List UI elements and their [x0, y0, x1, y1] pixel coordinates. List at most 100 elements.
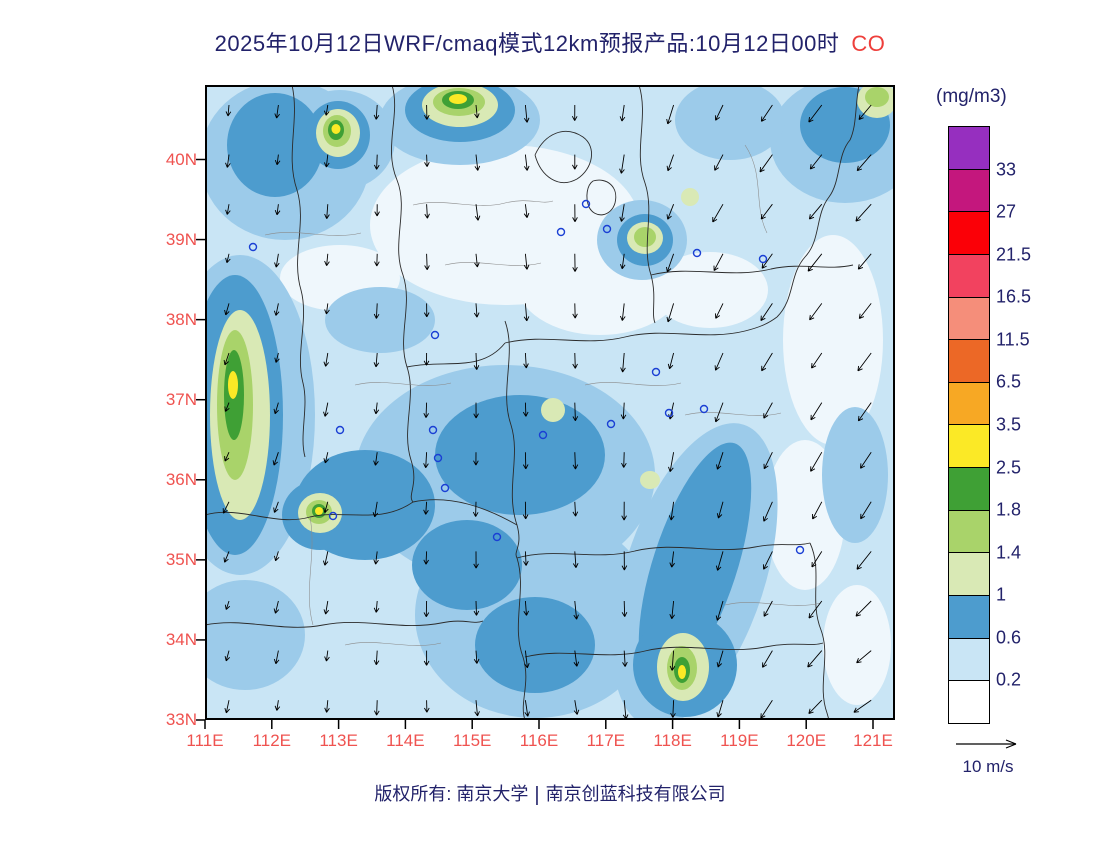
city-boundary — [744, 144, 768, 234]
wind-arrow — [373, 402, 380, 415]
wind-arrow — [474, 700, 480, 717]
city-marker — [328, 511, 338, 521]
wind-arrow — [810, 451, 823, 472]
wind-arrow — [760, 303, 773, 321]
wind-arrow — [807, 650, 823, 668]
wind-arrow — [715, 551, 724, 571]
wind-arrow — [523, 551, 529, 566]
lon-label: 113E — [319, 731, 358, 750]
lon-label: 115E — [452, 731, 492, 750]
wind-arrow — [812, 501, 823, 520]
concentration-blob — [325, 287, 435, 353]
city-marker — [440, 483, 450, 493]
wind-arrow — [856, 154, 872, 172]
colorbar-segment — [949, 296, 989, 340]
concentration-blob — [435, 395, 605, 515]
wind-arrow — [572, 303, 578, 319]
copyright-separator: | — [534, 784, 540, 806]
copyright-left: 版权所有: 南京大学 — [374, 784, 529, 804]
wind-arrow — [855, 600, 872, 617]
wind-arrow — [273, 600, 280, 614]
wind-arrow — [573, 700, 580, 715]
wind-arrow — [423, 650, 430, 666]
city-marker — [699, 404, 709, 414]
wind-arrow — [424, 154, 430, 167]
wind-arrow — [224, 303, 230, 316]
wind-arrow — [856, 650, 872, 664]
colorbar-segment — [949, 168, 989, 212]
wind-arrow — [572, 501, 579, 517]
wind-arrow — [667, 352, 675, 370]
wind-arrow — [857, 402, 872, 422]
wind-arrow — [323, 501, 329, 514]
wind-arrow — [423, 501, 429, 515]
wind-arrow — [522, 452, 529, 470]
wind-arrow — [857, 352, 872, 372]
colorbar — [948, 126, 990, 724]
province-boundary — [516, 557, 527, 720]
lat-label: 37N — [165, 389, 197, 409]
wind-arrow — [762, 650, 773, 668]
wind-arrow — [225, 154, 231, 168]
lon-label: 116E — [519, 731, 559, 750]
wind-arrow — [274, 253, 280, 268]
wind-arrow — [809, 303, 823, 321]
wind-arrow — [713, 253, 724, 271]
city-marker — [248, 242, 258, 252]
concentration-blob — [228, 371, 238, 399]
page-title: 2025年10月12日WRF/cmaq模式12km预报产品:10月12日00时 C… — [0, 26, 1100, 58]
lon-label: 121E — [853, 731, 893, 750]
wind-arrow — [808, 600, 823, 619]
wind-arrow — [522, 402, 529, 417]
lat-label: 34N — [165, 629, 197, 649]
wind-arrow — [523, 204, 530, 218]
wind-arrow — [423, 402, 429, 418]
city-marker — [492, 532, 502, 542]
wind-arrow — [572, 551, 579, 568]
wind-arrow — [424, 104, 430, 120]
wind-arrow — [373, 600, 380, 613]
wind-arrow — [571, 104, 578, 121]
colorbar-boundary-label: 21.5 — [996, 244, 1032, 265]
colorbar-boundary-label: 6.5 — [996, 371, 1022, 392]
colorbar-boundary-label: 27 — [996, 201, 1017, 222]
map-border — [205, 85, 895, 720]
colorbar-boundary-label: 1 — [996, 584, 1007, 605]
city-boundary — [412, 200, 554, 206]
wind-arrow — [372, 501, 379, 518]
wind-arrow — [373, 452, 379, 466]
concentration-blob — [634, 227, 656, 247]
colorbar-boundary-label: 1.8 — [996, 499, 1022, 520]
wind-arrow — [473, 650, 480, 664]
lon-label: 112E — [252, 731, 292, 750]
wind-arrow — [225, 253, 231, 264]
title-text: 2025年10月12日WRF/cmaq模式12km预报产品:10月12日00时 — [214, 31, 840, 56]
wind-arrow — [716, 650, 724, 668]
colorbar-boundary-label: 16.5 — [996, 286, 1032, 307]
lat-label: 33N — [165, 709, 197, 729]
colorbar-segment — [949, 595, 989, 638]
wind-arrow — [714, 154, 724, 171]
wind-arrow — [760, 699, 773, 719]
wind-arrow — [808, 203, 823, 220]
wind-arrow — [714, 352, 724, 371]
wind-arrow — [621, 600, 628, 617]
wind-arrow — [373, 551, 379, 565]
wind-arrow — [224, 452, 230, 462]
copyright-footer: 版权所有: 南京大学 | 南京创蓝科技有限公司 — [0, 780, 1100, 807]
wind-arrow — [324, 650, 330, 662]
city-marker-layer — [248, 199, 805, 555]
province-boundary — [524, 642, 824, 658]
wind-arrow — [423, 303, 430, 318]
concentration-blob — [205, 580, 305, 690]
city-marker — [335, 425, 345, 435]
wind-arrow — [666, 204, 675, 220]
city-boundary — [344, 642, 442, 646]
wind-arrow — [666, 104, 675, 125]
concentration-blob — [331, 124, 341, 134]
wind-arrow — [762, 551, 773, 570]
wind-arrow — [323, 600, 330, 615]
wind-arrow — [473, 452, 479, 466]
wind-arrow — [423, 600, 430, 618]
city-boundary — [308, 516, 314, 626]
